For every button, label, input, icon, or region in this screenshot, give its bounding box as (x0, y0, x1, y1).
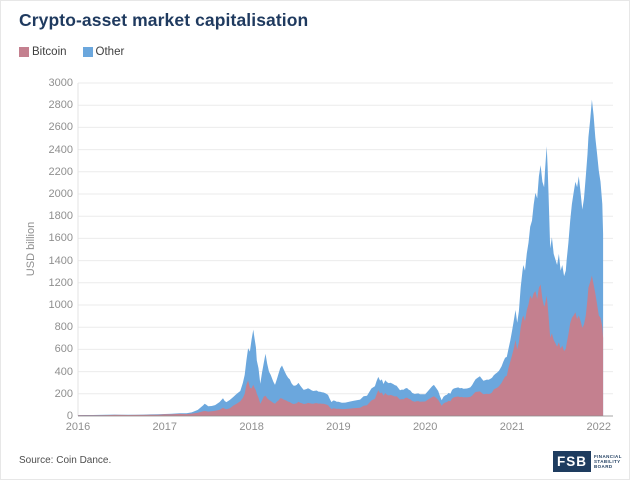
legend: Bitcoin Other (19, 46, 124, 58)
y-tick-label: 2600 (48, 121, 73, 134)
legend-item-other: Other (82, 46, 125, 58)
bitcoin-swatch-icon (19, 47, 29, 57)
chart-title: Crypto-asset market capitalisation (19, 10, 309, 30)
y-tick-label: 0 (66, 410, 73, 422)
y-tick-label: 1600 (48, 232, 73, 245)
y-tick-label: 3000 (48, 77, 73, 89)
legend-label-bitcoin: Bitcoin (32, 46, 67, 58)
y-tick-label: 1200 (48, 276, 73, 289)
x-tick-label: 2018 (239, 421, 264, 433)
x-tick-label: 2017 (152, 421, 178, 433)
fsb-logo-mark: FSB (553, 451, 591, 472)
source-note: Source: Coin Dance. (19, 455, 112, 466)
x-tick-label: 2022 (586, 421, 612, 433)
x-tick-label: 2019 (326, 421, 351, 433)
x-tick-label: 2020 (412, 421, 438, 433)
fsb-logo: FSB FINANCIAL STABILITY BOARD (553, 451, 622, 472)
other-swatch-icon (82, 47, 93, 57)
legend-item-bitcoin: Bitcoin (19, 46, 67, 58)
y-tick-label: 2800 (48, 99, 73, 112)
y-axis-title: USD billion (25, 221, 37, 277)
bitcoin-area-series (78, 275, 604, 416)
legend-label-other: Other (95, 46, 125, 58)
y-tick-label: 2200 (48, 165, 73, 178)
x-tick-label: 2016 (65, 421, 91, 433)
y-tick-label: 2000 (48, 188, 73, 200)
y-tick-label: 600 (54, 343, 73, 356)
y-tick-label: 2400 (48, 143, 73, 156)
y-tick-label: 1800 (48, 210, 73, 223)
x-tick-label: 2021 (499, 421, 525, 433)
y-tick-label: 1400 (48, 254, 73, 267)
y-tick-label: 800 (54, 321, 73, 334)
y-tick-label: 200 (54, 387, 73, 400)
y-tick-label: 1000 (48, 299, 73, 311)
y-tick-label: 400 (54, 365, 73, 378)
fsb-logo-wordmark: FINANCIAL STABILITY BOARD (594, 454, 622, 469)
